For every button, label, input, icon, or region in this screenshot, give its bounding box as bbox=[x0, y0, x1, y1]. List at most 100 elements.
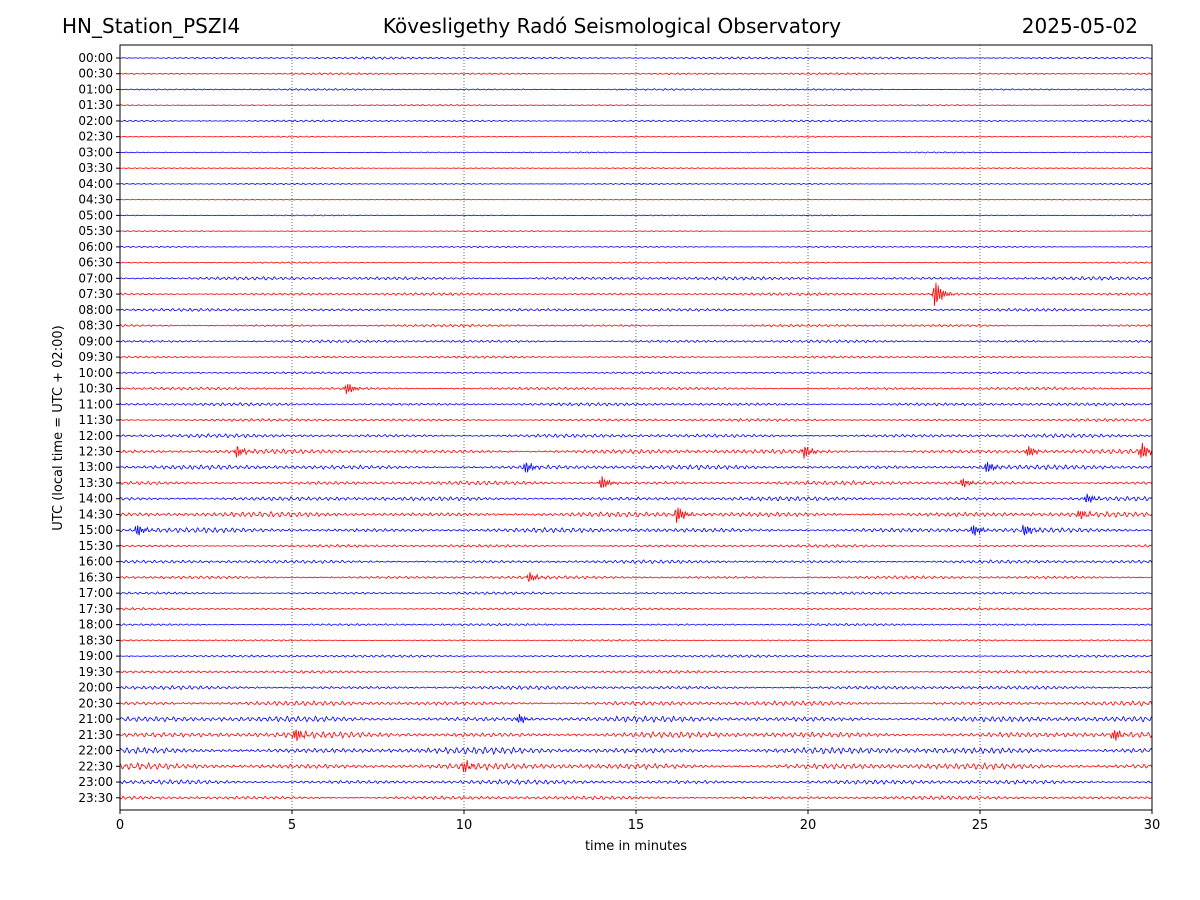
trace-1700 bbox=[119, 591, 1153, 595]
y-tick-label: 20:30 bbox=[78, 696, 113, 710]
y-tick-label: 17:30 bbox=[78, 602, 113, 616]
y-tick-label: 17:00 bbox=[78, 586, 113, 600]
trace-2030 bbox=[119, 700, 1153, 707]
trace-2330 bbox=[119, 795, 1153, 801]
trace-2130 bbox=[119, 729, 1153, 742]
trace-2230 bbox=[119, 760, 1153, 773]
x-tick-label: 0 bbox=[116, 818, 124, 833]
y-tick-label: 15:30 bbox=[78, 539, 113, 553]
trace-2300 bbox=[119, 778, 1153, 786]
y-tick-label: 06:00 bbox=[78, 240, 113, 254]
y-tick-label: 01:00 bbox=[78, 82, 113, 96]
x-tick-label: 15 bbox=[628, 818, 645, 833]
trace-1030 bbox=[119, 383, 1153, 395]
trace-1600 bbox=[119, 559, 1153, 565]
trace-1830 bbox=[119, 639, 1153, 642]
trace-0530 bbox=[119, 230, 1153, 233]
trace-1100 bbox=[119, 402, 1153, 407]
trace-1930 bbox=[119, 669, 1153, 674]
x-tick-label: 10 bbox=[456, 818, 473, 833]
y-tick-label: 19:00 bbox=[78, 649, 113, 663]
trace-0900 bbox=[119, 339, 1153, 344]
x-axis-ticks: 0 5 10 15 20 25 30 bbox=[116, 810, 1160, 833]
y-tick-label: 07:30 bbox=[78, 287, 113, 301]
y-tick-label: 12:00 bbox=[78, 429, 113, 443]
x-tick-label: 20 bbox=[800, 818, 817, 833]
y-tick-label: 23:30 bbox=[78, 791, 113, 805]
trace-2000 bbox=[119, 684, 1153, 691]
y-tick-label: 16:30 bbox=[78, 570, 113, 584]
y-tick-label: 14:30 bbox=[78, 507, 113, 521]
y-tick-label: 07:00 bbox=[78, 271, 113, 285]
y-tick-label: 04:30 bbox=[78, 193, 113, 207]
record-date: 2025-05-02 bbox=[1021, 14, 1138, 38]
y-tick-label: 04:00 bbox=[78, 177, 113, 191]
y-tick-label: 05:30 bbox=[78, 224, 113, 238]
x-tick-label: 30 bbox=[1144, 818, 1161, 833]
trace-0800 bbox=[119, 307, 1153, 312]
x-axis-label: time in minutes bbox=[585, 839, 687, 854]
y-tick-label: 19:30 bbox=[78, 665, 113, 679]
y-tick-label: 03:00 bbox=[78, 145, 113, 159]
trace-1130 bbox=[119, 417, 1153, 423]
trace-0700 bbox=[119, 275, 1153, 281]
seismic-traces bbox=[119, 56, 1153, 801]
y-tick-label: 02:00 bbox=[78, 114, 113, 128]
y-tick-label: 06:30 bbox=[78, 256, 113, 270]
trace-1300 bbox=[119, 461, 1153, 473]
y-tick-label: 16:00 bbox=[78, 555, 113, 569]
trace-1630 bbox=[119, 572, 1153, 582]
trace-1730 bbox=[119, 607, 1153, 611]
trace-0130 bbox=[119, 104, 1153, 107]
trace-1430 bbox=[119, 507, 1153, 523]
trace-1400 bbox=[119, 493, 1153, 503]
trace-0000 bbox=[119, 56, 1153, 60]
trace-0230 bbox=[119, 135, 1153, 138]
trace-1230 bbox=[119, 442, 1153, 459]
y-tick-label: 22:30 bbox=[78, 759, 113, 773]
trace-0030 bbox=[119, 72, 1153, 76]
trace-0300 bbox=[119, 151, 1153, 154]
y-tick-label: 03:30 bbox=[78, 161, 113, 175]
trace-2200 bbox=[119, 746, 1153, 755]
y-tick-label: 00:00 bbox=[78, 51, 113, 65]
y-tick-label: 12:30 bbox=[78, 445, 113, 459]
y-tick-label: 08:00 bbox=[78, 303, 113, 317]
y-tick-label: 10:00 bbox=[78, 366, 113, 380]
trace-1200 bbox=[119, 433, 1153, 439]
y-tick-label: 23:00 bbox=[78, 775, 113, 789]
trace-2100 bbox=[119, 714, 1153, 724]
trace-0930 bbox=[119, 355, 1153, 359]
trace-1900 bbox=[119, 654, 1153, 658]
y-tick-label: 11:00 bbox=[78, 397, 113, 411]
y-tick-label: 15:00 bbox=[78, 523, 113, 537]
trace-1800 bbox=[119, 622, 1153, 627]
y-tick-label: 22:00 bbox=[78, 744, 113, 758]
trace-0830 bbox=[119, 323, 1153, 328]
y-tick-label: 00:30 bbox=[78, 67, 113, 81]
observatory-title: Kövesligethy Radó Seismological Observat… bbox=[382, 14, 842, 38]
y-tick-label: 10:30 bbox=[78, 382, 113, 396]
trace-0200 bbox=[119, 119, 1153, 123]
trace-0500 bbox=[119, 214, 1153, 217]
station-name: HN_Station_PSZI4 bbox=[62, 14, 241, 38]
y-tick-label: 09:00 bbox=[78, 334, 113, 348]
y-tick-label: 08:30 bbox=[78, 319, 113, 333]
y-tick-label: 21:00 bbox=[78, 712, 113, 726]
trace-1000 bbox=[119, 371, 1153, 375]
y-tick-label: 14:00 bbox=[78, 492, 113, 506]
trace-0330 bbox=[119, 167, 1153, 170]
y-tick-label: 13:00 bbox=[78, 460, 113, 474]
y-axis-label: UTC (local time = UTC + 02:00) bbox=[51, 325, 66, 530]
y-tick-label: 05:00 bbox=[78, 208, 113, 222]
trace-0430 bbox=[119, 198, 1153, 201]
y-tick-label: 09:30 bbox=[78, 350, 113, 364]
trace-1500 bbox=[119, 524, 1153, 536]
x-tick-label: 5 bbox=[288, 818, 296, 833]
y-tick-label: 20:00 bbox=[78, 681, 113, 695]
trace-0600 bbox=[119, 245, 1153, 249]
y-tick-label: 13:30 bbox=[78, 476, 113, 490]
trace-1330 bbox=[119, 476, 1153, 489]
